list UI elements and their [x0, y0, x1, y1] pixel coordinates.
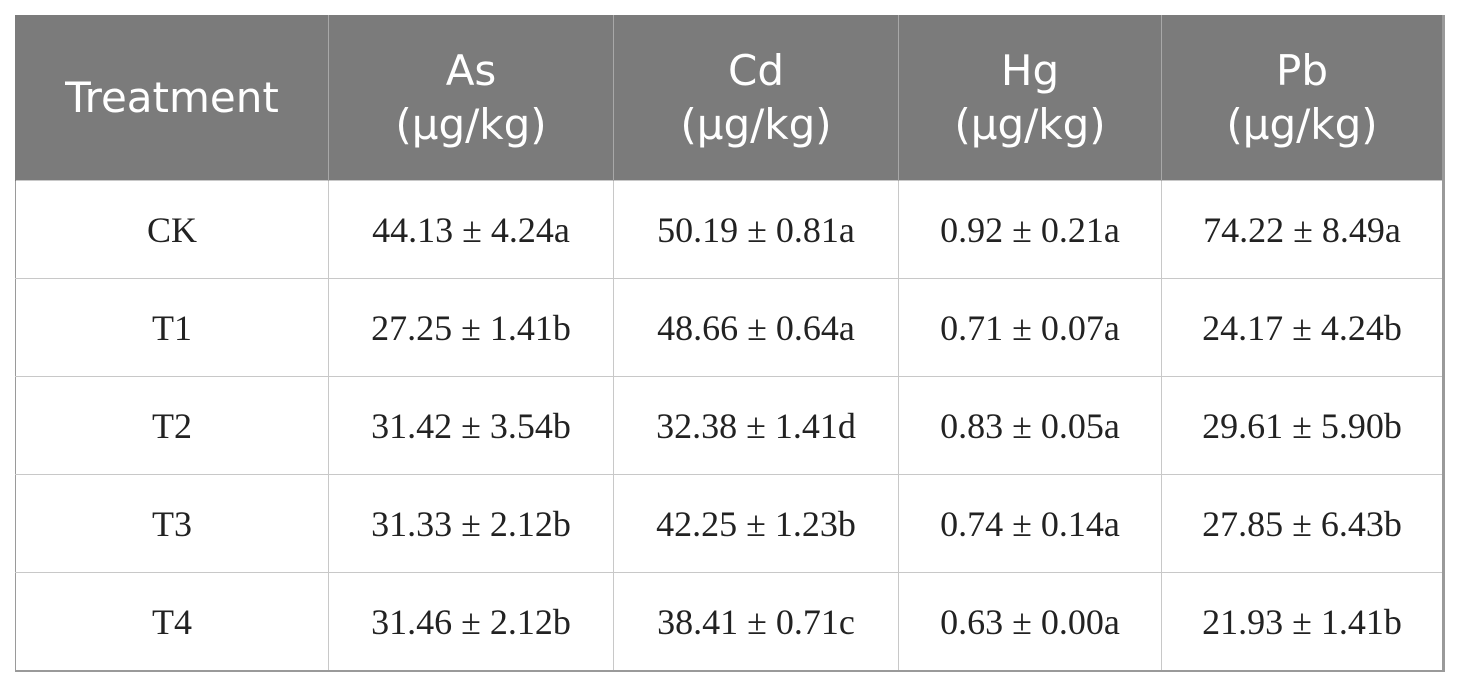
- header-text: As: [445, 46, 497, 95]
- value-cell: 50.19 ± 0.81a: [613, 180, 899, 279]
- value-cell: 0.92 ± 0.21a: [898, 180, 1162, 279]
- value-cell: 44.13 ± 4.24a: [328, 180, 614, 279]
- header-row: Treatment As (μg/kg) Cd (μg/kg) Hg (μg/kg) Pb (μ…: [15, 15, 1444, 181]
- value-cell: 0.74 ± 0.14a: [898, 474, 1162, 573]
- table-row: T1 27.25 ± 1.41b 48.66 ± 0.64a 0.71 ± 0.07a…: [15, 278, 1444, 377]
- treatment-cell: CK: [15, 180, 329, 279]
- header-cell: As (μg/kg): [328, 15, 614, 181]
- table-row: CK 44.13 ± 4.24a 50.19 ± 0.81a 0.92 ± 0.21a…: [15, 180, 1444, 279]
- header-text: (μg/kg): [954, 100, 1106, 149]
- value-cell: 31.46 ± 2.12b: [328, 572, 614, 672]
- header-cell: Cd (μg/kg): [613, 15, 899, 181]
- value-cell: 74.22 ± 8.49a: [1161, 180, 1444, 279]
- value-cell: 27.85 ± 6.43b: [1161, 474, 1444, 573]
- value-cell: 24.17 ± 4.24b: [1161, 278, 1444, 377]
- header-text: Pb: [1276, 46, 1328, 95]
- table-body: CK 44.13 ± 4.24a 50.19 ± 0.81a 0.92 ± 0.21a…: [15, 180, 1444, 672]
- header-cell: Hg (μg/kg): [898, 15, 1162, 181]
- header-text: Cd: [728, 46, 784, 95]
- value-cell: 0.63 ± 0.00a: [898, 572, 1162, 672]
- value-cell: 27.25 ± 1.41b: [328, 278, 614, 377]
- value-cell: 0.71 ± 0.07a: [898, 278, 1162, 377]
- table-row: T2 31.42 ± 3.54b 32.38 ± 1.41d 0.83 ± 0.05a…: [15, 376, 1444, 475]
- header-text: Treatment: [65, 73, 279, 122]
- value-cell: 48.66 ± 0.64a: [613, 278, 899, 377]
- treatment-cell: T1: [15, 278, 329, 377]
- table-row: T4 31.46 ± 2.12b 38.41 ± 0.71c 0.63 ± 0.00a…: [15, 572, 1444, 672]
- table-row: T3 31.33 ± 2.12b 42.25 ± 1.23b 0.74 ± 0.14a…: [15, 474, 1444, 573]
- value-cell: 0.83 ± 0.05a: [898, 376, 1162, 475]
- value-cell: 42.25 ± 1.23b: [613, 474, 899, 573]
- value-cell: 21.93 ± 1.41b: [1161, 572, 1444, 672]
- value-cell: 31.33 ± 2.12b: [328, 474, 614, 573]
- header-text: Hg: [1000, 46, 1060, 95]
- header-text: (μg/kg): [1226, 100, 1378, 149]
- header-text: (μg/kg): [395, 100, 547, 149]
- treatment-cell: T3: [15, 474, 329, 573]
- treatment-cell: T2: [15, 376, 329, 475]
- treatment-cell: T4: [15, 572, 329, 672]
- value-cell: 29.61 ± 5.90b: [1161, 376, 1444, 475]
- data-table: Treatment As (μg/kg) Cd (μg/kg) Hg (μg/kg) Pb (μ…: [15, 15, 1445, 672]
- table-wrapper: Treatment As (μg/kg) Cd (μg/kg) Hg (μg/kg) Pb (μ…: [15, 15, 1445, 672]
- header-cell: Pb (μg/kg): [1161, 15, 1444, 181]
- header-text: (μg/kg): [680, 100, 832, 149]
- value-cell: 31.42 ± 3.54b: [328, 376, 614, 475]
- header-cell: Treatment: [15, 15, 329, 181]
- value-cell: 38.41 ± 0.71c: [613, 572, 899, 672]
- value-cell: 32.38 ± 1.41d: [613, 376, 899, 475]
